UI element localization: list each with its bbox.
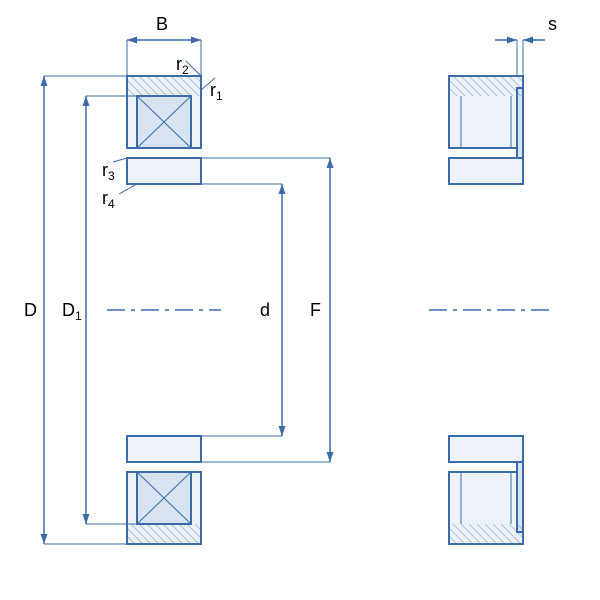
label-sub: 1 [216,89,223,103]
label-d: d [260,300,270,320]
svg-text:B: B [156,14,168,34]
label-D: D [24,300,37,320]
svg-text:d: d [260,300,270,320]
label-F: F [310,300,321,320]
label-main: D [62,300,75,320]
label-sub: 2 [182,63,189,77]
label-sub: 4 [108,197,115,211]
inner-ring [127,436,201,462]
label-sub: 1 [75,309,82,323]
label-sub: 3 [108,169,115,183]
svg-text:s: s [548,14,557,34]
svg-text:D: D [24,300,37,320]
inner-ring [127,158,201,184]
label-s: s [548,14,557,34]
snap-ring [517,462,523,532]
snap-ring [517,88,523,158]
label-B: B [156,14,168,34]
svg-text:F: F [310,300,321,320]
